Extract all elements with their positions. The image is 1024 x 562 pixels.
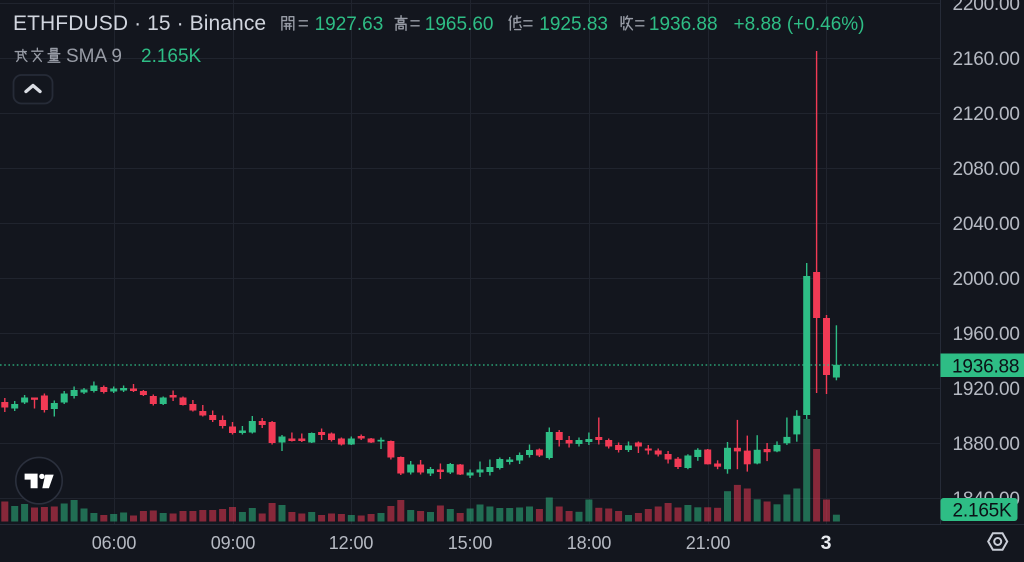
svg-text:09:00: 09:00 — [211, 533, 256, 553]
svg-text:1927.63: 1927.63 — [315, 14, 384, 35]
svg-text:1925.83: 1925.83 — [539, 14, 608, 35]
svg-text:06:00: 06:00 — [92, 533, 137, 553]
svg-text:1960.00: 1960.00 — [953, 324, 1020, 345]
svg-text:18:00: 18:00 — [567, 533, 612, 553]
svg-text:SMA 9: SMA 9 — [66, 46, 122, 67]
svg-text:2.165K: 2.165K — [141, 46, 202, 67]
svg-text:21:00: 21:00 — [686, 533, 731, 553]
svg-text:1965.60: 1965.60 — [425, 14, 494, 35]
svg-text:=: = — [410, 14, 421, 35]
svg-text:1936.88: 1936.88 — [649, 14, 718, 35]
svg-text:=: = — [298, 14, 309, 35]
svg-text:2080.00: 2080.00 — [953, 159, 1020, 180]
svg-text:+8.88 (+0.46%): +8.88 (+0.46%) — [734, 14, 865, 35]
svg-text:15:00: 15:00 — [448, 533, 493, 553]
svg-text:=: = — [634, 14, 645, 35]
svg-text:2040.00: 2040.00 — [953, 214, 1020, 235]
svg-text:1936.88: 1936.88 — [952, 357, 1019, 378]
svg-text:ETHFDUSD · 15 · Binance: ETHFDUSD · 15 · Binance — [13, 12, 266, 35]
svg-text:2160.00: 2160.00 — [953, 49, 1020, 70]
svg-text:3: 3 — [821, 532, 832, 554]
svg-text:2120.00: 2120.00 — [953, 104, 1020, 125]
svg-text:12:00: 12:00 — [329, 533, 374, 553]
svg-text:2.165K: 2.165K — [953, 501, 1013, 522]
svg-text:=: = — [522, 14, 533, 35]
svg-text:2200.00: 2200.00 — [953, 0, 1020, 15]
svg-text:2000.00: 2000.00 — [953, 269, 1020, 290]
svg-text:1920.00: 1920.00 — [953, 379, 1020, 400]
svg-text:1880.00: 1880.00 — [953, 434, 1020, 455]
